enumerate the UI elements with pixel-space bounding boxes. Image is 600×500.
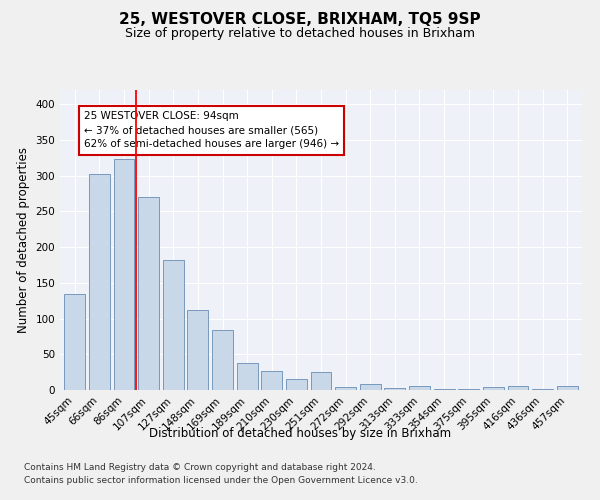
Bar [385, 388, 406, 390]
Bar [187, 310, 208, 390]
Bar [508, 386, 529, 390]
Y-axis label: Number of detached properties: Number of detached properties [17, 147, 30, 333]
Text: 25, WESTOVER CLOSE, BRIXHAM, TQ5 9SP: 25, WESTOVER CLOSE, BRIXHAM, TQ5 9SP [119, 12, 481, 28]
Bar [335, 387, 356, 390]
Bar [113, 160, 134, 390]
Bar [163, 260, 184, 390]
Text: Contains public sector information licensed under the Open Government Licence v3: Contains public sector information licen… [24, 476, 418, 485]
Bar [138, 197, 159, 390]
Text: Distribution of detached houses by size in Brixham: Distribution of detached houses by size … [149, 428, 451, 440]
Bar [311, 372, 331, 390]
Bar [557, 386, 578, 390]
Text: Size of property relative to detached houses in Brixham: Size of property relative to detached ho… [125, 28, 475, 40]
Text: Contains HM Land Registry data © Crown copyright and database right 2024.: Contains HM Land Registry data © Crown c… [24, 464, 376, 472]
Text: 25 WESTOVER CLOSE: 94sqm
← 37% of detached houses are smaller (565)
62% of semi-: 25 WESTOVER CLOSE: 94sqm ← 37% of detach… [84, 112, 339, 150]
Bar [212, 330, 233, 390]
Bar [261, 372, 282, 390]
Bar [286, 380, 307, 390]
Bar [409, 386, 430, 390]
Bar [236, 363, 257, 390]
Bar [458, 388, 479, 390]
Bar [360, 384, 381, 390]
Bar [483, 387, 504, 390]
Bar [89, 174, 110, 390]
Bar [64, 294, 85, 390]
